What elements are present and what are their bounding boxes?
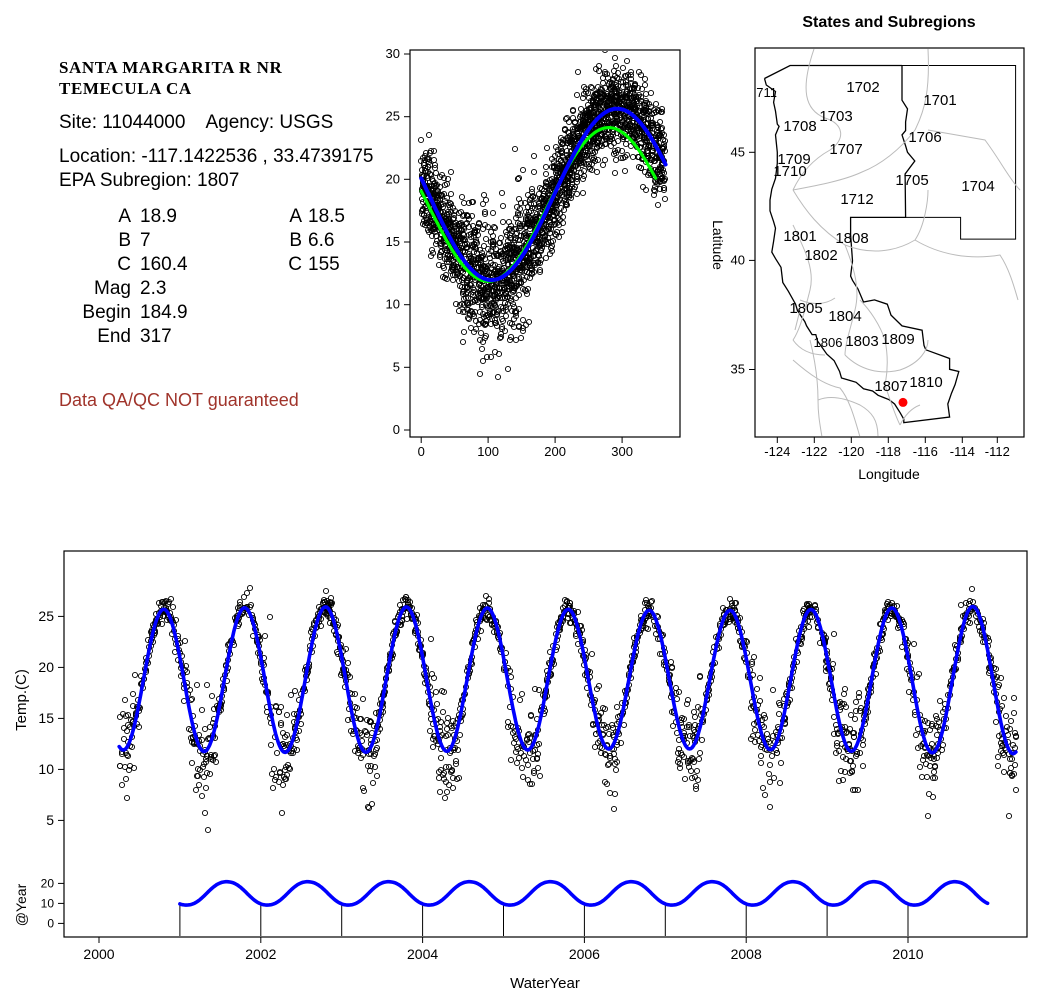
svg-text:20: 20 xyxy=(386,171,400,186)
svg-text:-118: -118 xyxy=(876,444,901,459)
svg-text:0: 0 xyxy=(393,422,400,437)
svg-text:1808: 1808 xyxy=(835,230,868,247)
svg-text:2006: 2006 xyxy=(569,946,600,962)
svg-text:-116: -116 xyxy=(913,444,938,459)
svg-text:1712: 1712 xyxy=(840,191,873,208)
svg-text:1710: 1710 xyxy=(773,163,806,180)
svg-text:-120: -120 xyxy=(838,444,864,459)
svg-text:-124: -124 xyxy=(764,444,790,459)
svg-text:Temp.(C): Temp.(C) xyxy=(13,669,30,731)
svg-text:WaterYear: WaterYear xyxy=(510,975,580,992)
svg-text:1708: 1708 xyxy=(783,118,816,135)
svg-text:2002: 2002 xyxy=(245,946,276,962)
svg-text:1705: 1705 xyxy=(895,172,928,189)
svg-text:1801: 1801 xyxy=(783,228,816,245)
svg-text:1806: 1806 xyxy=(814,335,843,350)
svg-text:35: 35 xyxy=(731,362,745,377)
svg-text:20: 20 xyxy=(38,659,54,675)
svg-text:0: 0 xyxy=(418,444,425,459)
svg-text:30: 30 xyxy=(386,46,400,61)
svg-text:5: 5 xyxy=(46,812,54,828)
svg-text:1810: 1810 xyxy=(909,374,942,391)
svg-text:0: 0 xyxy=(47,916,54,930)
svg-text:15: 15 xyxy=(38,710,54,726)
svg-text:-112: -112 xyxy=(985,444,1010,459)
svg-text:1809: 1809 xyxy=(881,331,914,348)
svg-text:2008: 2008 xyxy=(731,946,762,962)
svg-text:10: 10 xyxy=(41,896,55,910)
svg-text:-114: -114 xyxy=(950,444,975,459)
svg-text:5: 5 xyxy=(393,359,400,374)
svg-text:1701: 1701 xyxy=(923,92,956,109)
svg-text:1804: 1804 xyxy=(828,308,861,325)
svg-text:1703: 1703 xyxy=(819,108,852,125)
svg-text:200: 200 xyxy=(544,444,566,459)
svg-text:-122: -122 xyxy=(801,444,827,459)
svg-text:1707: 1707 xyxy=(829,141,862,158)
svg-text:1802: 1802 xyxy=(804,247,837,264)
svg-text:1803: 1803 xyxy=(845,333,878,350)
svg-text:100: 100 xyxy=(477,444,499,459)
svg-text:2004: 2004 xyxy=(407,946,438,962)
svg-text:1702: 1702 xyxy=(846,79,879,96)
svg-text:45: 45 xyxy=(731,144,745,159)
svg-text:2010: 2010 xyxy=(892,946,923,962)
svg-text:25: 25 xyxy=(386,109,400,124)
svg-text:1807: 1807 xyxy=(874,378,907,395)
svg-text:1706: 1706 xyxy=(908,129,941,146)
svg-text:@Year: @Year xyxy=(13,883,29,926)
svg-text:Longitude: Longitude xyxy=(858,466,920,482)
svg-text:2000: 2000 xyxy=(83,946,114,962)
svg-text:15: 15 xyxy=(386,234,400,249)
svg-text:25: 25 xyxy=(38,608,54,624)
svg-text:40: 40 xyxy=(731,252,745,267)
svg-text:States and Subregions: States and Subregions xyxy=(802,14,975,31)
svg-text:10: 10 xyxy=(386,297,400,312)
svg-text:20: 20 xyxy=(41,876,55,890)
svg-text:1704: 1704 xyxy=(961,178,994,195)
svg-text:1805: 1805 xyxy=(789,300,822,317)
svg-text:10: 10 xyxy=(38,761,54,777)
svg-text:300: 300 xyxy=(611,444,633,459)
svg-text:1711: 1711 xyxy=(749,85,777,100)
svg-text:Latitude: Latitude xyxy=(710,220,726,270)
